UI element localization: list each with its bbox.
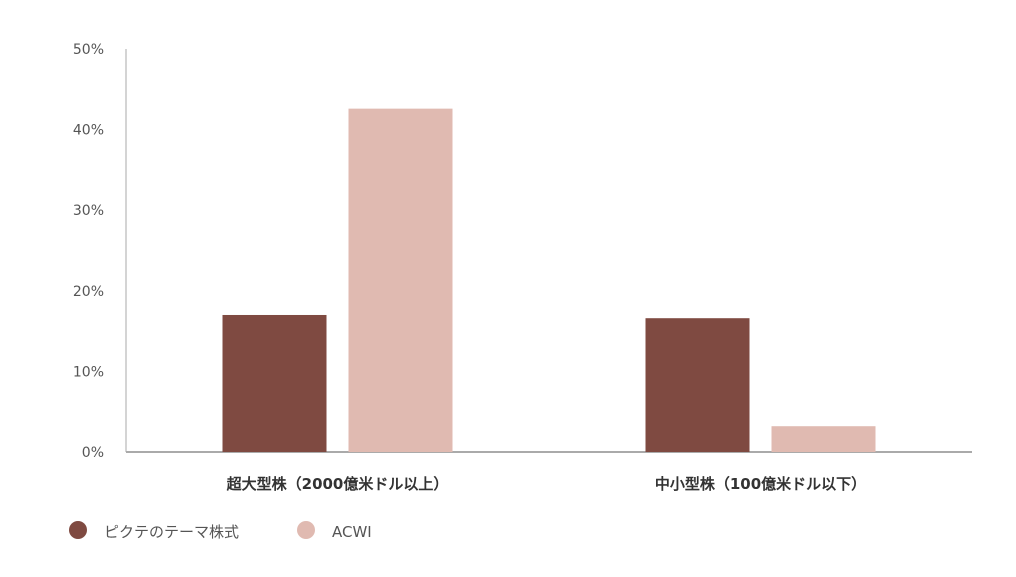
bar-1-0 <box>645 318 750 452</box>
bar-0-1 <box>348 108 453 453</box>
legend-marker-0 <box>69 521 87 539</box>
y-tick-label: 0% <box>82 445 104 461</box>
y-tick-label: 40% <box>73 123 104 139</box>
legend-marker-1 <box>297 521 315 539</box>
y-tick-label: 20% <box>73 284 104 300</box>
category-label: 超大型株（2000億米ドル以上） <box>226 475 449 493</box>
y-tick-label: 30% <box>73 203 104 219</box>
y-tick-label: 50% <box>73 42 104 58</box>
bar-0-0 <box>222 314 327 452</box>
category-label: 中小型株（100億米ドル以下） <box>655 475 866 493</box>
legend-label-1: ACWI <box>332 523 372 541</box>
y-tick-label: 10% <box>73 364 104 380</box>
bar-1-1 <box>771 426 876 452</box>
legend-label-0: ピクテのテーマ株式 <box>104 523 239 541</box>
